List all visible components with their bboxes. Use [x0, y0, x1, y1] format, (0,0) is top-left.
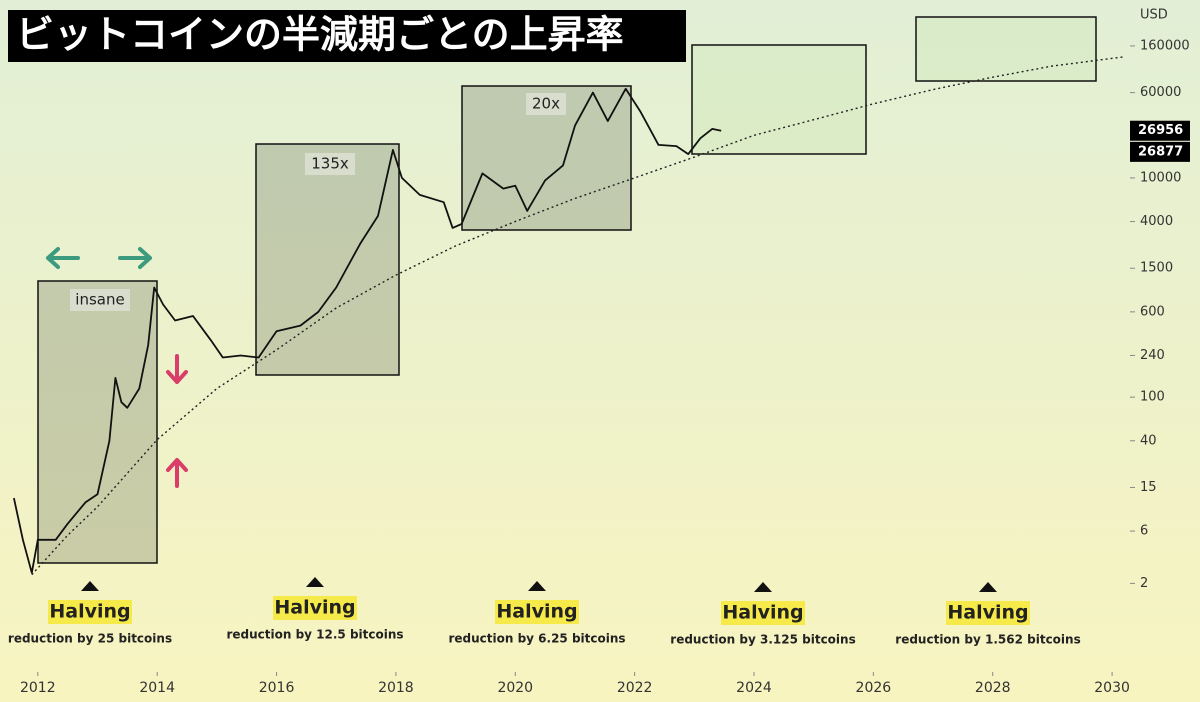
box	[915, 16, 1097, 82]
arrow-up	[166, 458, 188, 488]
halving-marker	[306, 577, 324, 587]
x-tick-label: 2026	[856, 680, 892, 696]
price-tag-label: 26956	[1138, 123, 1183, 138]
price-tag-label: 26877	[1138, 144, 1183, 159]
y-tick-label: 600	[1140, 304, 1165, 319]
halving-note: reduction by 3.125 bitcoins	[670, 633, 855, 647]
halving-highlight	[495, 600, 579, 624]
halving-highlight	[48, 600, 132, 624]
y-tick-label: 240	[1140, 348, 1165, 363]
box-label-background	[70, 289, 130, 311]
halving-label: Halving	[49, 601, 130, 623]
x-tick-label: 2012	[20, 680, 56, 696]
halving-marker	[81, 581, 99, 591]
price-tag	[1130, 120, 1190, 141]
price-tag	[1130, 141, 1190, 162]
y-tick-label: 2	[1140, 576, 1148, 591]
box-label-background	[305, 153, 355, 175]
y-tick-label: 40	[1140, 433, 1157, 448]
x-tick-label: 2024	[736, 680, 772, 696]
halving-note: reduction by 12.5 bitcoins	[226, 628, 403, 642]
halving-marker	[528, 581, 546, 591]
box-label: 20x	[532, 95, 560, 113]
box-label: insane	[75, 291, 124, 309]
box-label-background	[526, 93, 566, 115]
halving-highlight	[946, 601, 1030, 625]
price-line	[13, 87, 722, 574]
x-tick-label: 2028	[975, 680, 1011, 696]
arrow-down	[166, 354, 188, 384]
y-tick-label: 15	[1140, 480, 1157, 495]
y-tick-label: 100	[1140, 390, 1165, 405]
halving-label: Halving	[496, 601, 577, 623]
chart-title: ビットコインの半減期ごとの上昇率	[16, 13, 624, 57]
x-tick-label: 2018	[378, 680, 414, 696]
x-tick-label: 2016	[259, 680, 295, 696]
x-tick-label: 2014	[139, 680, 175, 696]
y-tick-label: 1500	[1140, 261, 1173, 276]
title-background	[8, 10, 686, 62]
y-tick-label: 60000	[1140, 85, 1181, 100]
box-label: 135x	[311, 155, 349, 173]
halving-marker	[979, 582, 997, 592]
box	[37, 280, 158, 564]
halving-note: reduction by 1.562 bitcoins	[895, 633, 1080, 647]
x-tick-label: 2022	[617, 680, 653, 696]
x-tick-label: 2020	[497, 680, 533, 696]
box	[255, 143, 400, 376]
halving-label: Halving	[947, 602, 1028, 624]
halving-highlight	[721, 601, 805, 625]
halving-highlight	[273, 596, 357, 620]
halving-label: Halving	[722, 602, 803, 624]
arrow-left	[46, 247, 80, 269]
y-tick-label: 6	[1140, 524, 1148, 539]
arrows	[46, 247, 188, 488]
halving-marker	[754, 582, 772, 592]
halving-label: Halving	[274, 597, 355, 619]
y-axis-label: USD	[1140, 8, 1168, 23]
x-tick-label: 2030	[1094, 680, 1130, 696]
halving-note: reduction by 25 bitcoins	[8, 632, 172, 646]
y-tick-label: 10000	[1140, 170, 1181, 185]
box	[691, 44, 867, 155]
arrow-right	[118, 247, 152, 269]
y-tick-label: 4000	[1140, 214, 1173, 229]
halving-note: reduction by 6.25 bitcoins	[448, 632, 625, 646]
y-tick-label: 160000	[1140, 38, 1190, 53]
